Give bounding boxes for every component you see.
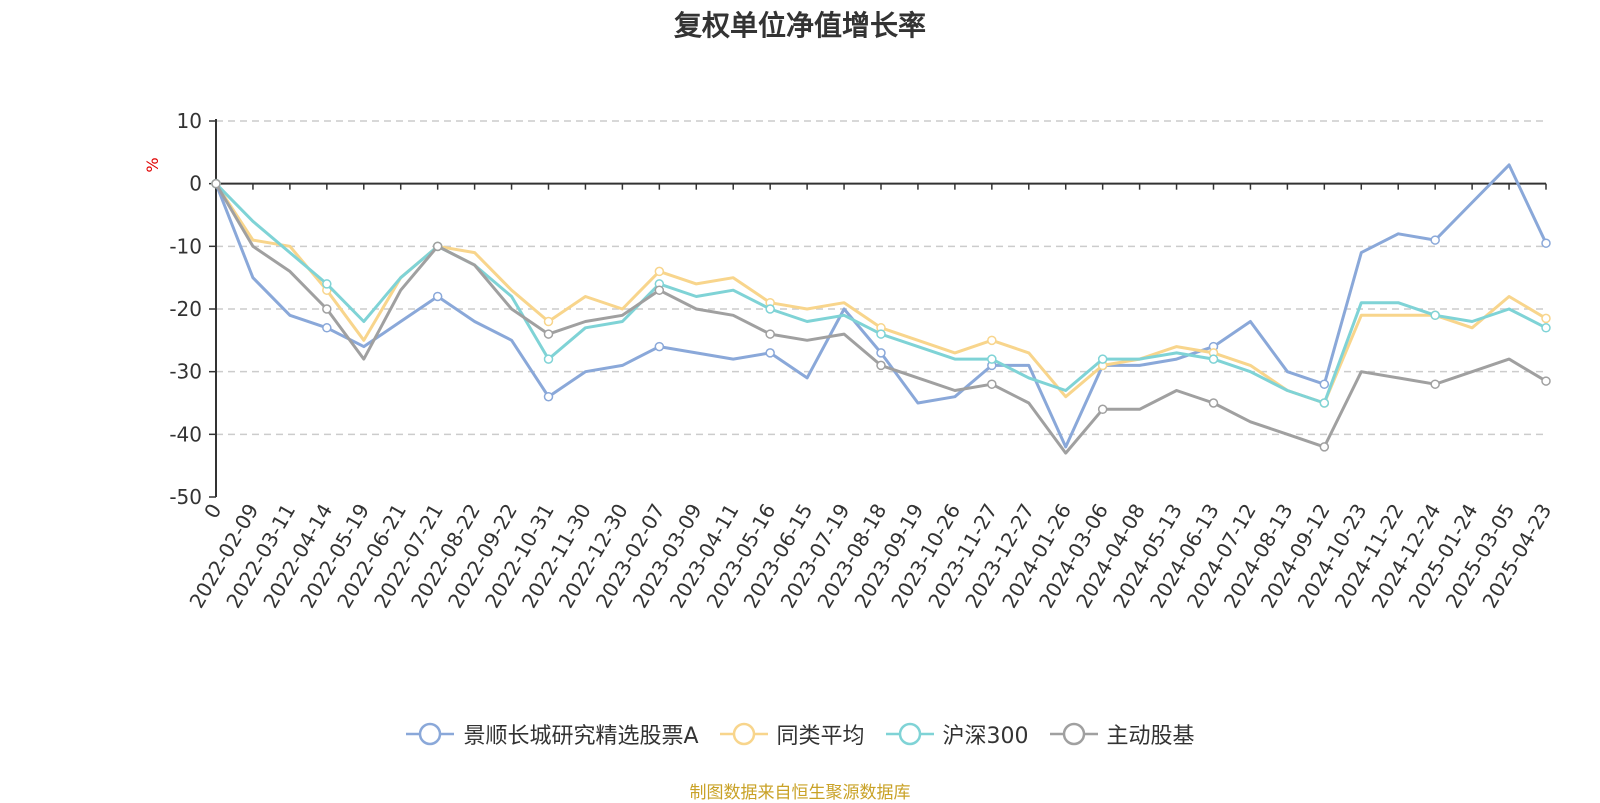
data-point: [1097, 404, 1108, 415]
series-lines: [211, 163, 1551, 455]
data-point: [543, 391, 554, 402]
data-point: [654, 266, 665, 277]
data-point: [322, 279, 332, 289]
y-axis-unit-label: %: [143, 157, 162, 172]
data-point: [1208, 398, 1219, 408]
data-point: [765, 329, 775, 339]
series-group: [211, 163, 1551, 449]
data-point: [543, 354, 554, 364]
data-point: [1208, 354, 1219, 364]
legend-swatch-icon: [885, 722, 934, 746]
data-point: [654, 341, 665, 352]
legend: 景顺长城研究精选股票A 同类平均 沪深300 主动股基: [0, 718, 1600, 750]
data-point: [543, 316, 554, 327]
data-point: [1319, 398, 1330, 408]
legend-label: 景顺长城研究精选股票A: [463, 724, 699, 749]
legend-swatch-icon: [719, 722, 768, 746]
x-tick-label: 0: [199, 500, 226, 523]
data-point: [1430, 310, 1440, 321]
data-point: [987, 335, 997, 346]
data-point: [211, 178, 221, 189]
data-point: [322, 304, 332, 314]
y-tick-label: -30: [169, 360, 202, 384]
chart-title: 复权单位净值增长率: [673, 9, 926, 42]
axes: [209, 119, 1547, 498]
y-tick-label: -40: [169, 422, 202, 446]
data-point: [1319, 379, 1330, 389]
data-point: [987, 379, 997, 389]
data-point: [1541, 238, 1551, 248]
y-tick-label: -20: [169, 297, 202, 321]
grid-lines: [216, 120, 1546, 436]
series-line: [214, 182, 1547, 455]
data-point: [1319, 442, 1330, 452]
data-point: [987, 354, 997, 364]
legend-item[interactable]: 同类平均: [719, 718, 865, 750]
data-point: [876, 360, 886, 371]
data-point: [1097, 354, 1108, 364]
legend-item[interactable]: 主动股基: [1049, 718, 1195, 750]
data-point: [432, 241, 443, 252]
data-point: [1430, 379, 1440, 389]
y-tick-label: 10: [177, 109, 202, 133]
legend-label: 同类平均: [776, 724, 865, 749]
series-group: [211, 178, 1551, 455]
source-note: 制图数据来自恒生聚源数据库: [689, 783, 911, 803]
data-point: [654, 285, 665, 295]
data-point: [322, 323, 332, 333]
data-point: [876, 348, 886, 358]
data-point: [1541, 376, 1551, 386]
data-point: [876, 329, 886, 339]
data-point: [432, 291, 443, 302]
legend-swatch-icon: [406, 722, 455, 746]
legend-item[interactable]: 景顺长城研究精选股票A: [405, 718, 699, 750]
data-point: [765, 348, 775, 358]
legend-label: 沪深300: [942, 724, 1029, 749]
legend-item[interactable]: 沪深300: [885, 718, 1029, 750]
data-point: [1430, 235, 1440, 245]
y-tick-label: -10: [169, 234, 202, 258]
data-point: [543, 329, 554, 339]
legend-label: 主动股基: [1106, 724, 1195, 749]
data-point: [1541, 313, 1551, 324]
data-point: [1541, 323, 1551, 333]
y-tick-label: -50: [169, 485, 202, 509]
legend-swatch-icon: [1049, 722, 1098, 746]
data-point: [765, 304, 775, 314]
y-tick-label: 0: [189, 172, 202, 196]
